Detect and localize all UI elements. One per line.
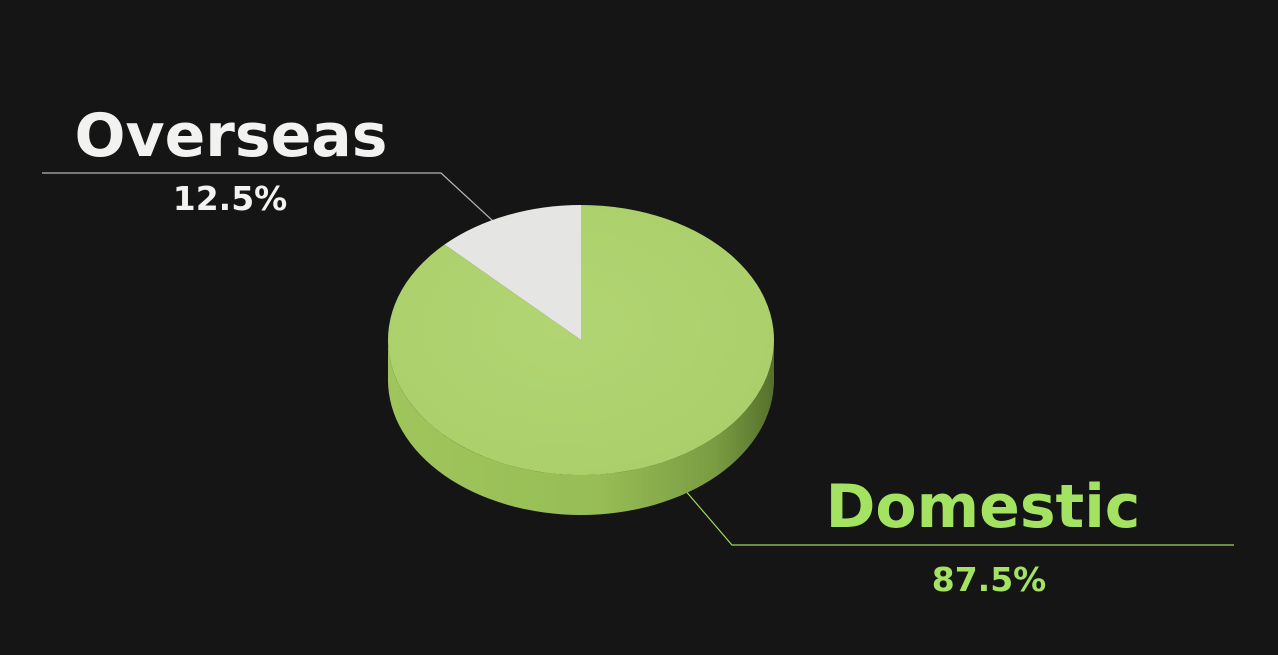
domestic-percentage: 87.5% [932,560,1047,599]
pie-side-domestic [388,340,774,515]
pie-3d [388,205,775,515]
pie-slice-overseas [444,205,581,340]
overseas-label: Overseas [74,101,387,171]
domestic-label: Domestic [826,472,1141,542]
overseas-percentage: 12.5% [173,179,288,218]
